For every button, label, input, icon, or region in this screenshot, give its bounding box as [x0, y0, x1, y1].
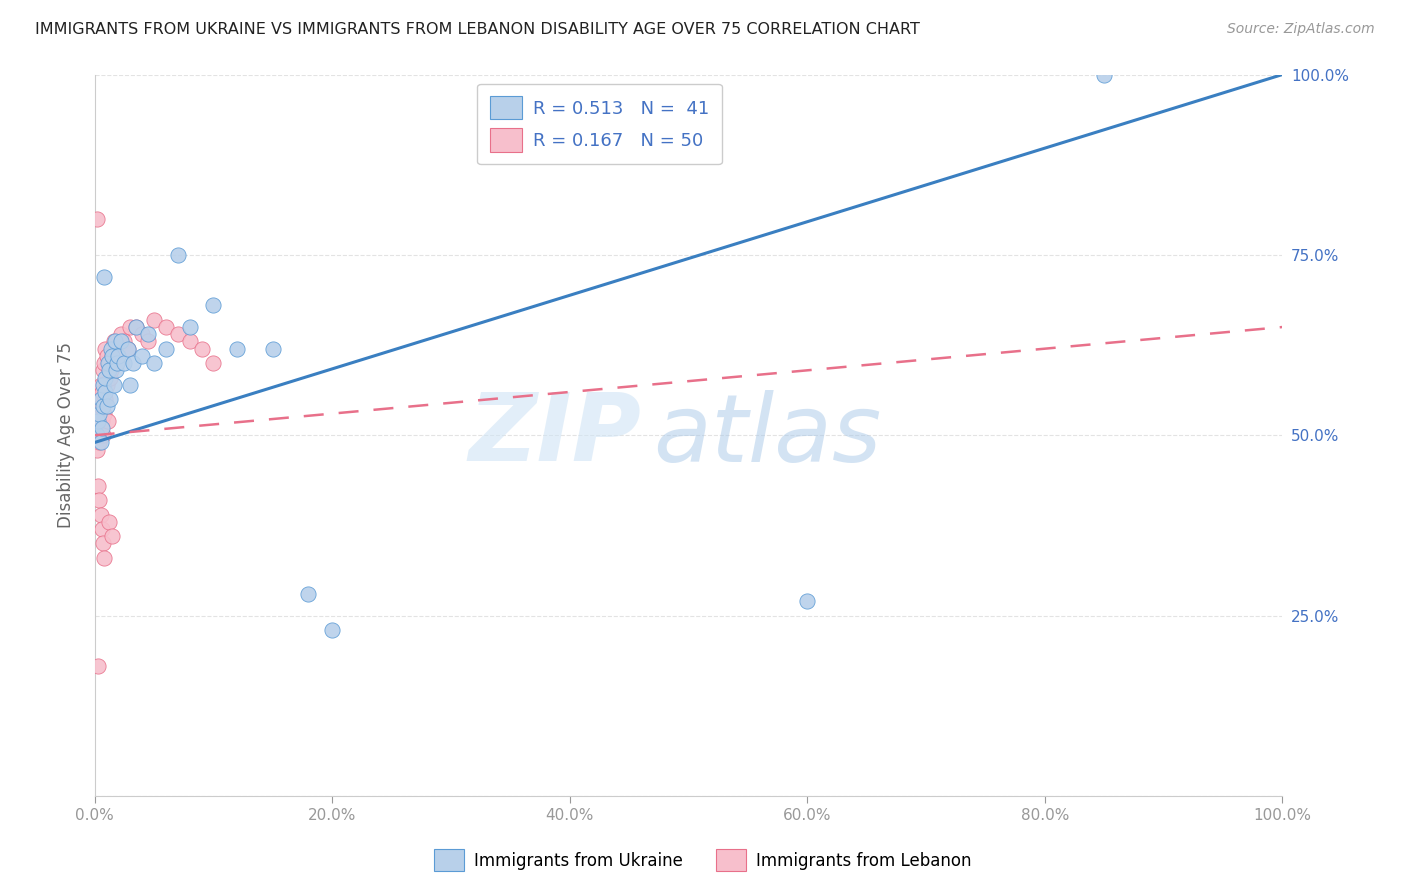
Point: [190, 342, 212, 356]
Point: [117, 342, 139, 356]
Point: [89, 392, 111, 407]
Point: [105, 356, 128, 370]
Y-axis label: Disability Age Over 75: Disability Age Over 75: [58, 343, 75, 528]
Point: [104, 334, 127, 349]
Point: [262, 342, 284, 356]
Point: [226, 342, 249, 356]
Point: [202, 298, 225, 312]
Point: [105, 363, 128, 377]
Point: [87, 414, 110, 428]
Text: atlas: atlas: [652, 390, 882, 481]
Point: [1092, 68, 1115, 82]
Point: [101, 349, 124, 363]
Point: [91, 428, 114, 442]
Point: [125, 320, 148, 334]
Point: [90, 400, 112, 414]
Point: [107, 349, 129, 363]
Point: [179, 320, 201, 334]
Point: [87, 421, 110, 435]
Text: Source: ZipAtlas.com: Source: ZipAtlas.com: [1227, 22, 1375, 37]
Point: [110, 327, 132, 342]
Point: [155, 342, 177, 356]
Point: [90, 377, 112, 392]
Point: [125, 320, 148, 334]
Point: [89, 435, 111, 450]
Point: [87, 659, 110, 673]
Point: [155, 320, 177, 334]
Point: [107, 342, 129, 356]
Point: [100, 363, 122, 377]
Point: [321, 623, 343, 637]
Point: [97, 356, 120, 370]
Point: [94, 342, 117, 356]
Point: [93, 550, 115, 565]
Point: [86, 414, 108, 428]
Point: [91, 536, 114, 550]
Point: [103, 377, 125, 392]
Legend: Immigrants from Ukraine, Immigrants from Lebanon: Immigrants from Ukraine, Immigrants from…: [426, 841, 980, 880]
Point: [86, 442, 108, 457]
Point: [112, 356, 135, 370]
Point: [103, 334, 125, 349]
Point: [96, 400, 118, 414]
Point: [90, 421, 112, 435]
Point: [101, 349, 124, 363]
Point: [96, 349, 118, 363]
Point: [93, 407, 115, 421]
Point: [143, 313, 166, 327]
Point: [97, 515, 120, 529]
Point: [94, 370, 117, 384]
Point: [98, 392, 121, 407]
Point: [131, 327, 153, 342]
Text: IMMIGRANTS FROM UKRAINE VS IMMIGRANTS FROM LEBANON DISABILITY AGE OVER 75 CORREL: IMMIGRANTS FROM UKRAINE VS IMMIGRANTS FR…: [35, 22, 920, 37]
Point: [91, 400, 114, 414]
Point: [93, 269, 115, 284]
Point: [120, 320, 142, 334]
Point: [136, 334, 159, 349]
Point: [90, 414, 112, 428]
Point: [143, 356, 166, 370]
Point: [179, 334, 201, 349]
Point: [84, 428, 107, 442]
Text: ZIP: ZIP: [468, 389, 641, 482]
Point: [90, 384, 112, 399]
Point: [166, 248, 188, 262]
Point: [87, 407, 110, 421]
Point: [91, 363, 114, 377]
Point: [86, 428, 108, 442]
Point: [86, 211, 108, 226]
Point: [97, 356, 120, 370]
Point: [94, 384, 117, 399]
Point: [96, 377, 118, 392]
Point: [117, 342, 139, 356]
Point: [97, 363, 120, 377]
Point: [202, 356, 225, 370]
Point: [297, 587, 319, 601]
Point: [90, 392, 112, 407]
Point: [112, 334, 135, 349]
Point: [796, 594, 818, 608]
Point: [87, 479, 110, 493]
Point: [120, 377, 142, 392]
Point: [131, 349, 153, 363]
Legend: R = 0.513   N =  41, R = 0.167   N = 50: R = 0.513 N = 41, R = 0.167 N = 50: [477, 84, 721, 164]
Point: [166, 327, 188, 342]
Point: [121, 356, 143, 370]
Point: [100, 342, 122, 356]
Point: [94, 392, 117, 407]
Point: [90, 508, 112, 522]
Point: [90, 522, 112, 536]
Point: [91, 377, 114, 392]
Point: [90, 435, 112, 450]
Point: [110, 334, 132, 349]
Point: [97, 414, 120, 428]
Point: [89, 407, 111, 421]
Point: [89, 493, 111, 508]
Point: [105, 356, 128, 370]
Point: [136, 327, 159, 342]
Point: [93, 356, 115, 370]
Point: [101, 529, 124, 543]
Point: [98, 370, 121, 384]
